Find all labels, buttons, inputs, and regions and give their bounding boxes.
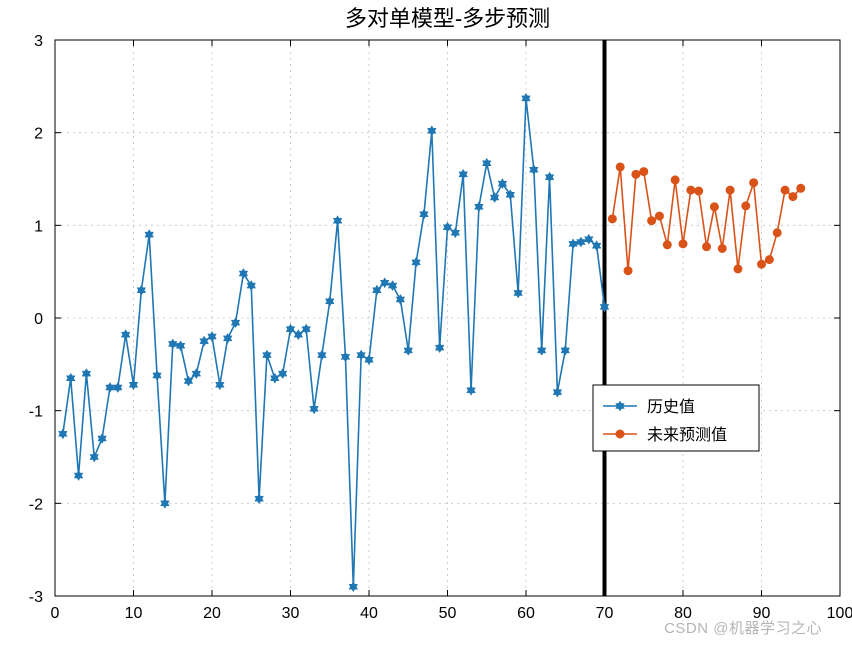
marker (663, 241, 671, 249)
marker (718, 245, 726, 253)
x-tick-label: 50 (439, 605, 457, 622)
marker (789, 193, 797, 201)
marker (640, 168, 648, 176)
marker (765, 256, 773, 264)
y-tick-label: -2 (29, 496, 43, 513)
legend-label: 未来预测值 (647, 426, 727, 444)
x-tick-label: 60 (517, 605, 535, 622)
marker (679, 240, 687, 248)
marker (608, 215, 616, 223)
marker (773, 229, 781, 237)
x-tick-label: 90 (753, 605, 771, 622)
y-tick-label: 1 (34, 218, 43, 235)
y-tick-label: -3 (29, 589, 43, 606)
marker (734, 265, 742, 273)
x-tick-label: 20 (203, 605, 221, 622)
chart-container: 0 10 20 30 40 50 60 70 80 90 100 -3 -2 -1 0 1 2 3 多对单模型-多步… (0, 0, 852, 646)
x-tick-label: 70 (596, 605, 614, 622)
x-tick-label: 100 (827, 605, 852, 622)
marker (624, 267, 632, 275)
marker (655, 212, 663, 220)
x-tick-label: 40 (360, 605, 378, 622)
marker (616, 163, 624, 171)
marker (695, 187, 703, 195)
marker (781, 186, 789, 194)
legend-label: 历史值 (647, 398, 695, 416)
marker (742, 202, 750, 210)
legend: 历史值未来预测值 (593, 385, 759, 451)
y-tick-label: 3 (34, 33, 43, 50)
marker (758, 260, 766, 268)
marker (648, 217, 656, 225)
chart-title: 多对单模型-多步预测 (345, 6, 550, 31)
chart-svg: 0 10 20 30 40 50 60 70 80 90 100 -3 -2 -1 0 1 2 3 多对单模型-多步… (0, 0, 852, 646)
marker (710, 203, 718, 211)
marker (703, 243, 711, 251)
x-tick-label: 30 (282, 605, 300, 622)
y-tick-label: -1 (29, 404, 43, 421)
marker (797, 184, 805, 192)
marker (671, 176, 679, 184)
x-tick-label: 80 (674, 605, 692, 622)
marker (750, 179, 758, 187)
x-tick-label: 10 (125, 605, 143, 622)
y-tick-label: 0 (34, 311, 43, 328)
marker (726, 186, 734, 194)
y-tick-label: 2 (34, 126, 43, 143)
x-tick-label: 0 (51, 605, 60, 622)
marker (687, 186, 695, 194)
marker (632, 170, 640, 178)
